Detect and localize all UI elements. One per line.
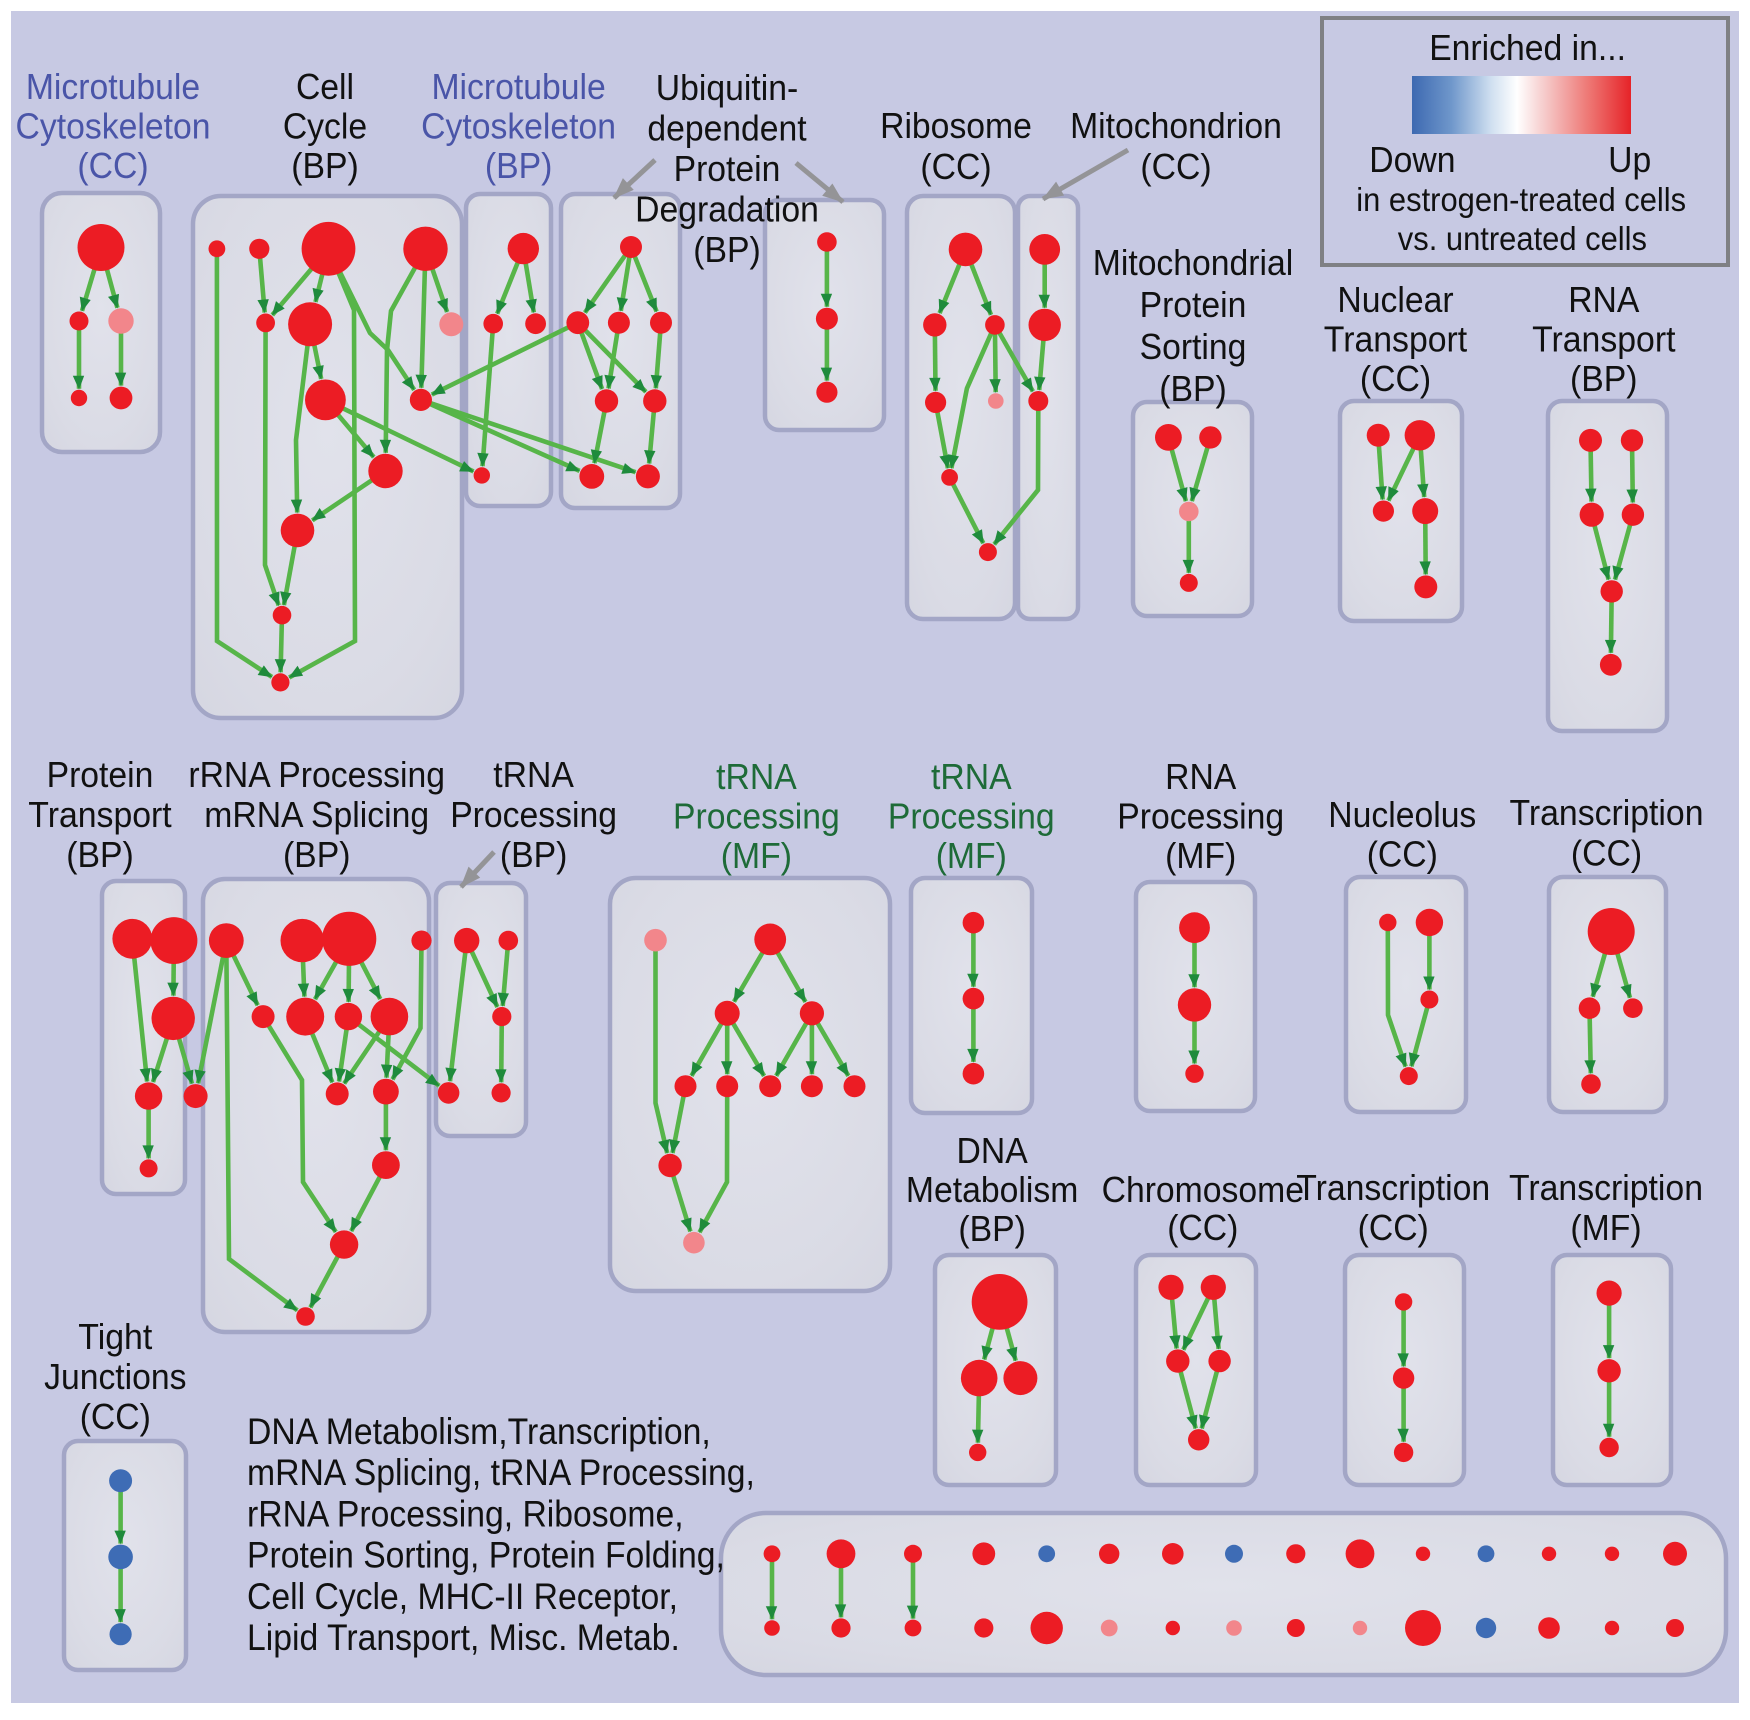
svg-text:(CC): (CC) bbox=[77, 145, 148, 186]
svg-text:(MF): (MF) bbox=[721, 835, 792, 876]
svg-text:Transcription: Transcription bbox=[1510, 792, 1704, 833]
svg-text:Mitochondrial: Mitochondrial bbox=[1093, 242, 1294, 283]
svg-text:Protein: Protein bbox=[47, 754, 154, 795]
svg-text:(MF): (MF) bbox=[1165, 835, 1236, 876]
svg-text:Tight: Tight bbox=[78, 1316, 152, 1357]
svg-text:Down: Down bbox=[1369, 139, 1455, 180]
svg-text:RNA: RNA bbox=[1165, 756, 1236, 797]
svg-text:(MF): (MF) bbox=[1570, 1207, 1641, 1248]
svg-text:Transport: Transport bbox=[1324, 319, 1467, 360]
svg-text:RNA: RNA bbox=[1568, 279, 1639, 320]
svg-text:rRNA Processing: rRNA Processing bbox=[188, 754, 445, 795]
svg-text:Protein Sorting, Protein Foldi: Protein Sorting, Protein Folding, bbox=[247, 1535, 725, 1576]
svg-text:Sorting: Sorting bbox=[1140, 326, 1247, 367]
svg-text:(CC): (CC) bbox=[920, 146, 991, 187]
svg-text:Cycle: Cycle bbox=[283, 106, 367, 147]
svg-text:Junctions: Junctions bbox=[44, 1356, 186, 1397]
svg-text:(BP): (BP) bbox=[485, 145, 553, 186]
svg-text:(CC): (CC) bbox=[1167, 1207, 1238, 1248]
svg-text:Processing: Processing bbox=[673, 796, 840, 837]
svg-text:(CC): (CC) bbox=[1360, 358, 1431, 399]
svg-text:(CC): (CC) bbox=[1367, 834, 1438, 875]
svg-text:Mitochondrion: Mitochondrion bbox=[1070, 105, 1282, 146]
svg-text:(MF): (MF) bbox=[936, 835, 1007, 876]
svg-text:Processing: Processing bbox=[1117, 796, 1284, 837]
svg-text:(CC): (CC) bbox=[1571, 833, 1642, 874]
svg-text:(CC): (CC) bbox=[80, 1396, 151, 1437]
svg-text:mRNA Splicing, tRNA Processing: mRNA Splicing, tRNA Processing, bbox=[247, 1452, 755, 1493]
svg-text:Processing: Processing bbox=[450, 794, 617, 835]
svg-text:Transcription: Transcription bbox=[1509, 1167, 1703, 1208]
svg-text:Nucleolus: Nucleolus bbox=[1328, 794, 1476, 835]
svg-text:Microtubule: Microtubule bbox=[431, 66, 605, 107]
svg-text:Cell: Cell bbox=[296, 66, 354, 107]
svg-text:vs. untreated cells: vs. untreated cells bbox=[1398, 220, 1647, 257]
svg-text:(BP): (BP) bbox=[693, 229, 761, 270]
svg-text:Protein: Protein bbox=[674, 148, 781, 189]
svg-text:Up: Up bbox=[1608, 139, 1651, 180]
svg-text:tRNA: tRNA bbox=[931, 756, 1012, 797]
svg-text:Degradation: Degradation bbox=[635, 189, 819, 230]
svg-text:(BP): (BP) bbox=[958, 1208, 1026, 1249]
svg-text:DNA: DNA bbox=[957, 1130, 1028, 1171]
svg-text:(CC): (CC) bbox=[1140, 146, 1211, 187]
svg-text:Processing: Processing bbox=[888, 796, 1055, 837]
svg-text:mRNA Splicing: mRNA Splicing bbox=[204, 794, 429, 835]
svg-text:rRNA Processing, Ribosome,: rRNA Processing, Ribosome, bbox=[247, 1493, 684, 1534]
svg-text:Lipid Transport, Misc. Metab.: Lipid Transport, Misc. Metab. bbox=[247, 1617, 680, 1658]
svg-text:Metabolism: Metabolism bbox=[906, 1169, 1078, 1210]
svg-text:tRNA: tRNA bbox=[493, 754, 574, 795]
svg-text:Transport: Transport bbox=[28, 794, 171, 835]
svg-text:Microtubule: Microtubule bbox=[26, 66, 200, 107]
svg-text:Nuclear: Nuclear bbox=[1337, 279, 1453, 320]
svg-text:Ribosome: Ribosome bbox=[880, 105, 1032, 146]
svg-text:(BP): (BP) bbox=[291, 145, 359, 186]
svg-text:Cell Cycle, MHC-II Receptor,: Cell Cycle, MHC-II Receptor, bbox=[247, 1576, 678, 1617]
svg-text:Protein: Protein bbox=[1140, 284, 1247, 325]
svg-text:Cytoskeleton: Cytoskeleton bbox=[16, 106, 211, 147]
svg-text:(BP): (BP) bbox=[500, 834, 568, 875]
svg-text:Enriched in...: Enriched in... bbox=[1429, 27, 1626, 68]
svg-text:tRNA: tRNA bbox=[716, 756, 797, 797]
svg-text:in estrogen-treated cells: in estrogen-treated cells bbox=[1356, 181, 1686, 218]
svg-text:dependent: dependent bbox=[647, 108, 806, 149]
svg-text:(BP): (BP) bbox=[66, 834, 134, 875]
svg-text:(BP): (BP) bbox=[1159, 368, 1227, 409]
svg-text:DNA Metabolism,Transcription,: DNA Metabolism,Transcription, bbox=[247, 1411, 711, 1452]
svg-text:Ubiquitin-: Ubiquitin- bbox=[656, 67, 798, 108]
svg-text:(BP): (BP) bbox=[283, 834, 351, 875]
svg-text:Chromosome: Chromosome bbox=[1102, 1169, 1304, 1210]
svg-text:(CC): (CC) bbox=[1358, 1207, 1429, 1248]
svg-text:(BP): (BP) bbox=[1570, 358, 1638, 399]
svg-text:Transcription: Transcription bbox=[1296, 1167, 1490, 1208]
svg-text:Transport: Transport bbox=[1532, 319, 1675, 360]
svg-text:Cytoskeleton: Cytoskeleton bbox=[421, 106, 616, 147]
